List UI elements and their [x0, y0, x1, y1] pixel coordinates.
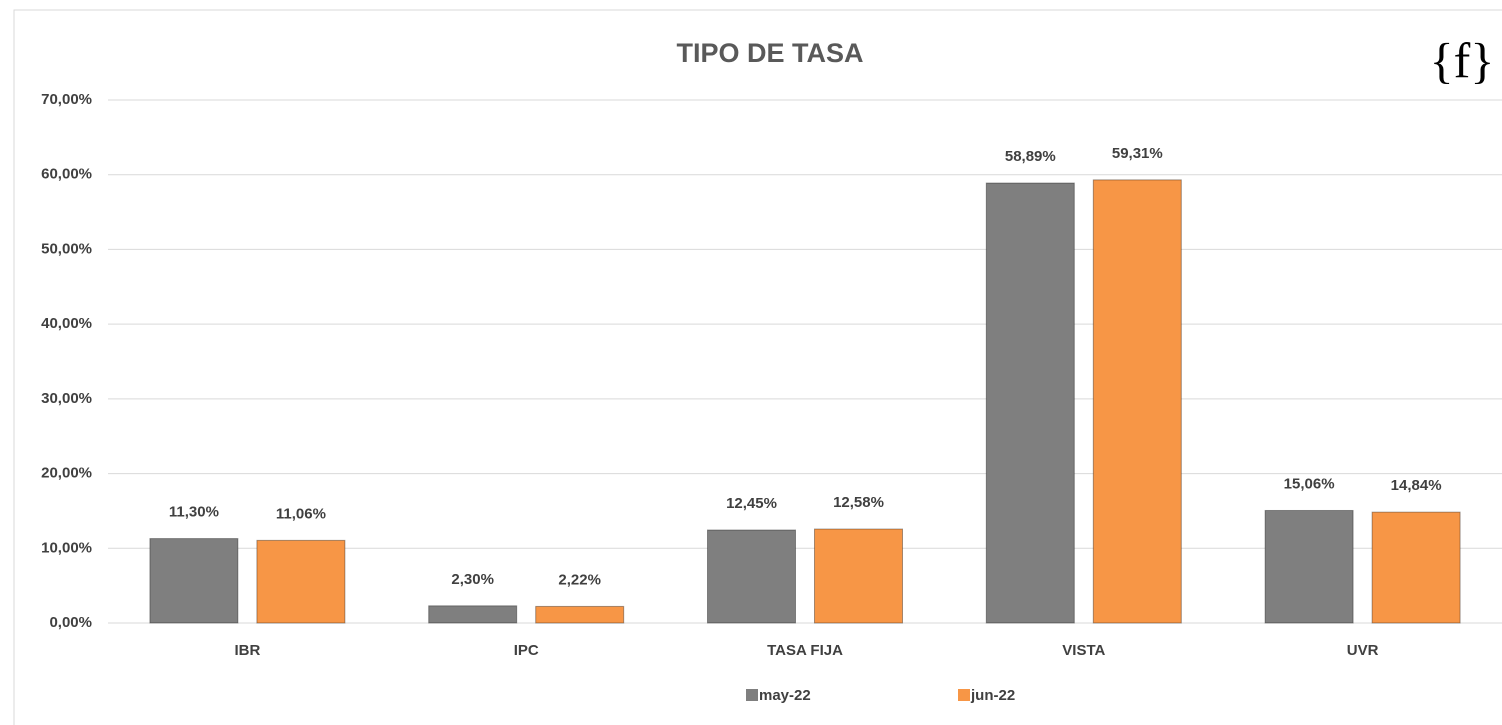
value-label: 58,89% — [1005, 148, 1056, 165]
x-tick-label: VISTA — [1062, 642, 1105, 659]
x-tick-label: UVR — [1347, 642, 1379, 659]
y-tick-label: 70,00% — [41, 91, 92, 108]
legend-label: may-22 — [759, 687, 811, 704]
bar — [1371, 511, 1461, 624]
legend-swatch — [958, 689, 970, 701]
y-tick-label: 40,00% — [41, 315, 92, 332]
value-label: 12,58% — [833, 494, 884, 511]
value-label: 59,31% — [1112, 145, 1163, 162]
y-tick-label: 20,00% — [41, 465, 92, 482]
value-label: 11,30% — [169, 504, 219, 521]
y-tick-label: 50,00% — [41, 240, 92, 257]
value-label: 2,30% — [451, 571, 494, 588]
bar — [814, 528, 903, 624]
value-label: 12,45% — [726, 495, 777, 512]
value-label: 2,22% — [558, 571, 601, 588]
bar — [985, 182, 1075, 624]
x-tick-label: TASA FIJA — [767, 642, 843, 659]
chart-frame — [13, 9, 1502, 725]
value-label: 15,06% — [1284, 475, 1335, 492]
bar — [149, 538, 239, 624]
legend-label: jun-22 — [970, 687, 1015, 704]
bar — [707, 529, 796, 624]
chart-title: TIPO DE TASA — [676, 38, 863, 68]
y-tick-label: 10,00% — [41, 539, 92, 556]
logo: {f} — [1430, 32, 1495, 88]
bar — [256, 539, 346, 624]
x-tick-label: IPC — [514, 642, 539, 659]
value-label: 14,84% — [1391, 477, 1442, 494]
value-label: 11,06% — [276, 505, 326, 522]
x-tick-label: IBR — [234, 642, 260, 659]
y-tick-label: 30,00% — [41, 390, 92, 407]
y-tick-label: 0,00% — [49, 614, 92, 631]
bar — [1092, 179, 1182, 624]
y-tick-label: 60,00% — [41, 166, 92, 183]
bar — [535, 605, 625, 624]
bar — [1264, 509, 1354, 624]
bar — [428, 605, 518, 624]
legend-swatch — [746, 689, 758, 701]
